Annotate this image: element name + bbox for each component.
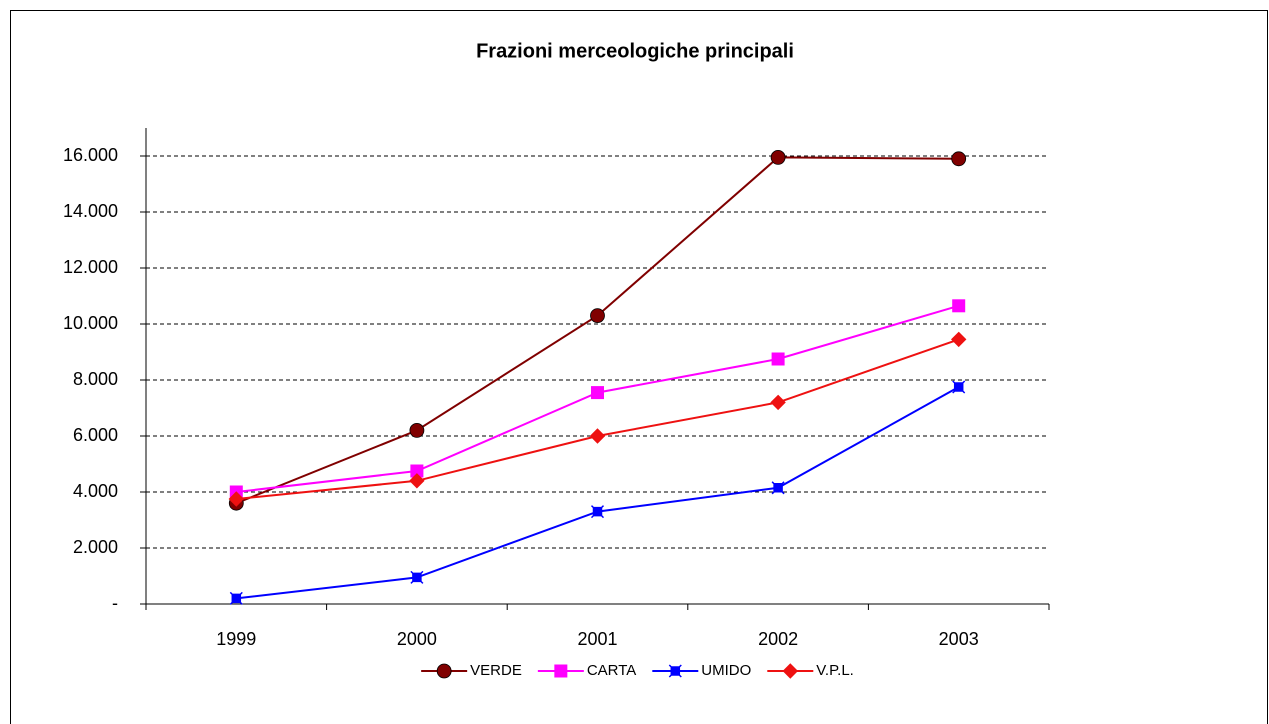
x-tick-label: 2002 bbox=[758, 629, 798, 649]
marker bbox=[590, 505, 605, 519]
y-tick-label: 4.000 bbox=[73, 481, 118, 501]
marker bbox=[228, 491, 245, 507]
marker bbox=[589, 428, 606, 444]
legend-label: UMIDO bbox=[701, 662, 751, 679]
marker bbox=[951, 151, 967, 167]
marker bbox=[950, 331, 967, 348]
legend: VERDE CARTA UMIDO V.P.L. bbox=[421, 662, 854, 679]
y-tick-label: 6.000 bbox=[73, 425, 118, 445]
legend-label: VERDE bbox=[470, 662, 522, 679]
marker bbox=[409, 422, 425, 438]
marker bbox=[436, 663, 452, 679]
y-tick-label: 2.000 bbox=[73, 537, 118, 557]
marker bbox=[668, 664, 682, 678]
x-tick-label: 1999 bbox=[216, 629, 256, 649]
y-tick-label: 12.000 bbox=[63, 257, 118, 277]
marker bbox=[410, 570, 424, 584]
chart-frame bbox=[10, 10, 1268, 724]
x-tick-label: 2000 bbox=[397, 629, 437, 649]
x-tick-label: 2003 bbox=[939, 629, 979, 649]
marker bbox=[771, 352, 785, 366]
y-tick-label: 10.000 bbox=[63, 313, 118, 333]
marker bbox=[409, 473, 425, 489]
marker bbox=[771, 481, 785, 495]
y-tick-label: 16.000 bbox=[63, 145, 118, 165]
legend-label: CARTA bbox=[587, 662, 636, 679]
marker bbox=[554, 664, 568, 678]
marker bbox=[590, 308, 605, 324]
marker bbox=[952, 299, 966, 313]
marker bbox=[591, 386, 604, 400]
chart-title: Frazioni merceologiche principali bbox=[476, 40, 794, 62]
x-tick-label: 2001 bbox=[577, 629, 617, 649]
y-tick-label: 8.000 bbox=[73, 369, 118, 389]
y-tick-label: 14.000 bbox=[63, 201, 118, 221]
marker bbox=[770, 149, 786, 165]
legend-label: V.P.L. bbox=[816, 662, 854, 679]
marker bbox=[770, 394, 786, 411]
marker bbox=[952, 380, 966, 394]
y-tick-label: - bbox=[112, 593, 118, 613]
marker bbox=[229, 591, 243, 605]
marker bbox=[782, 663, 799, 679]
